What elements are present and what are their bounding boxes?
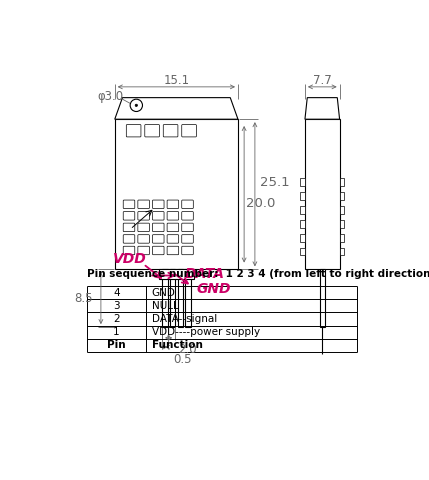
Bar <box>159 269 193 278</box>
FancyBboxPatch shape <box>152 212 164 220</box>
Bar <box>170 269 175 327</box>
FancyBboxPatch shape <box>138 235 149 243</box>
Text: 8.5: 8.5 <box>75 292 93 305</box>
FancyBboxPatch shape <box>182 212 193 220</box>
Text: Function: Function <box>152 340 202 350</box>
Bar <box>320 269 325 327</box>
Text: 4: 4 <box>113 288 120 298</box>
FancyBboxPatch shape <box>145 125 160 137</box>
Text: φ3.0: φ3.0 <box>98 90 124 103</box>
FancyBboxPatch shape <box>138 212 149 220</box>
Bar <box>300 206 305 214</box>
Text: NULL: NULL <box>152 301 178 311</box>
FancyBboxPatch shape <box>138 223 149 232</box>
Text: Pin: Pin <box>107 340 126 350</box>
Text: VDD: VDD <box>112 252 146 266</box>
Bar <box>340 179 344 186</box>
FancyBboxPatch shape <box>167 200 178 208</box>
Text: 15.1: 15.1 <box>163 74 190 87</box>
FancyBboxPatch shape <box>182 125 196 137</box>
Bar <box>162 269 167 327</box>
FancyBboxPatch shape <box>123 212 135 220</box>
FancyBboxPatch shape <box>138 200 149 208</box>
Bar <box>185 269 190 327</box>
FancyBboxPatch shape <box>182 235 193 243</box>
Bar <box>340 248 344 255</box>
Polygon shape <box>115 97 238 119</box>
Bar <box>300 234 305 241</box>
FancyBboxPatch shape <box>138 246 149 255</box>
FancyBboxPatch shape <box>182 223 193 232</box>
FancyBboxPatch shape <box>167 223 178 232</box>
Text: 0.5: 0.5 <box>174 352 192 365</box>
FancyBboxPatch shape <box>182 200 193 208</box>
Text: 25.1: 25.1 <box>260 176 289 189</box>
Polygon shape <box>305 97 340 119</box>
Text: 20.0: 20.0 <box>246 197 275 210</box>
Bar <box>340 220 344 228</box>
Bar <box>340 192 344 200</box>
FancyBboxPatch shape <box>152 200 164 208</box>
FancyBboxPatch shape <box>152 246 164 255</box>
Bar <box>300 220 305 228</box>
Bar <box>300 192 305 200</box>
FancyBboxPatch shape <box>123 223 135 232</box>
Text: 2.0: 2.0 <box>178 343 196 356</box>
Circle shape <box>130 99 142 111</box>
Bar <box>340 206 344 214</box>
Bar <box>115 119 238 269</box>
FancyBboxPatch shape <box>126 125 141 137</box>
FancyBboxPatch shape <box>123 235 135 243</box>
Text: 7.7: 7.7 <box>313 74 332 87</box>
FancyBboxPatch shape <box>167 212 178 220</box>
Circle shape <box>135 104 137 107</box>
FancyBboxPatch shape <box>167 246 178 255</box>
Text: 2: 2 <box>113 314 120 324</box>
Text: Pin sequence number:  1 2 3 4 (from left to right direction).: Pin sequence number: 1 2 3 4 (from left … <box>87 269 429 278</box>
Text: 3: 3 <box>113 301 120 311</box>
Text: VDD----power supply: VDD----power supply <box>152 327 260 337</box>
Text: GND: GND <box>152 288 175 298</box>
Bar <box>178 269 183 327</box>
FancyBboxPatch shape <box>182 246 193 255</box>
FancyBboxPatch shape <box>163 125 178 137</box>
Text: DATA: DATA <box>185 267 225 281</box>
Text: DATA--signal: DATA--signal <box>152 314 217 324</box>
Bar <box>300 179 305 186</box>
FancyBboxPatch shape <box>123 200 135 208</box>
FancyBboxPatch shape <box>152 223 164 232</box>
Bar <box>305 119 340 269</box>
Bar <box>300 248 305 255</box>
Text: 1: 1 <box>113 327 120 337</box>
FancyBboxPatch shape <box>152 235 164 243</box>
Bar <box>340 234 344 241</box>
FancyBboxPatch shape <box>167 235 178 243</box>
Text: GND: GND <box>196 282 231 296</box>
FancyBboxPatch shape <box>123 246 135 255</box>
